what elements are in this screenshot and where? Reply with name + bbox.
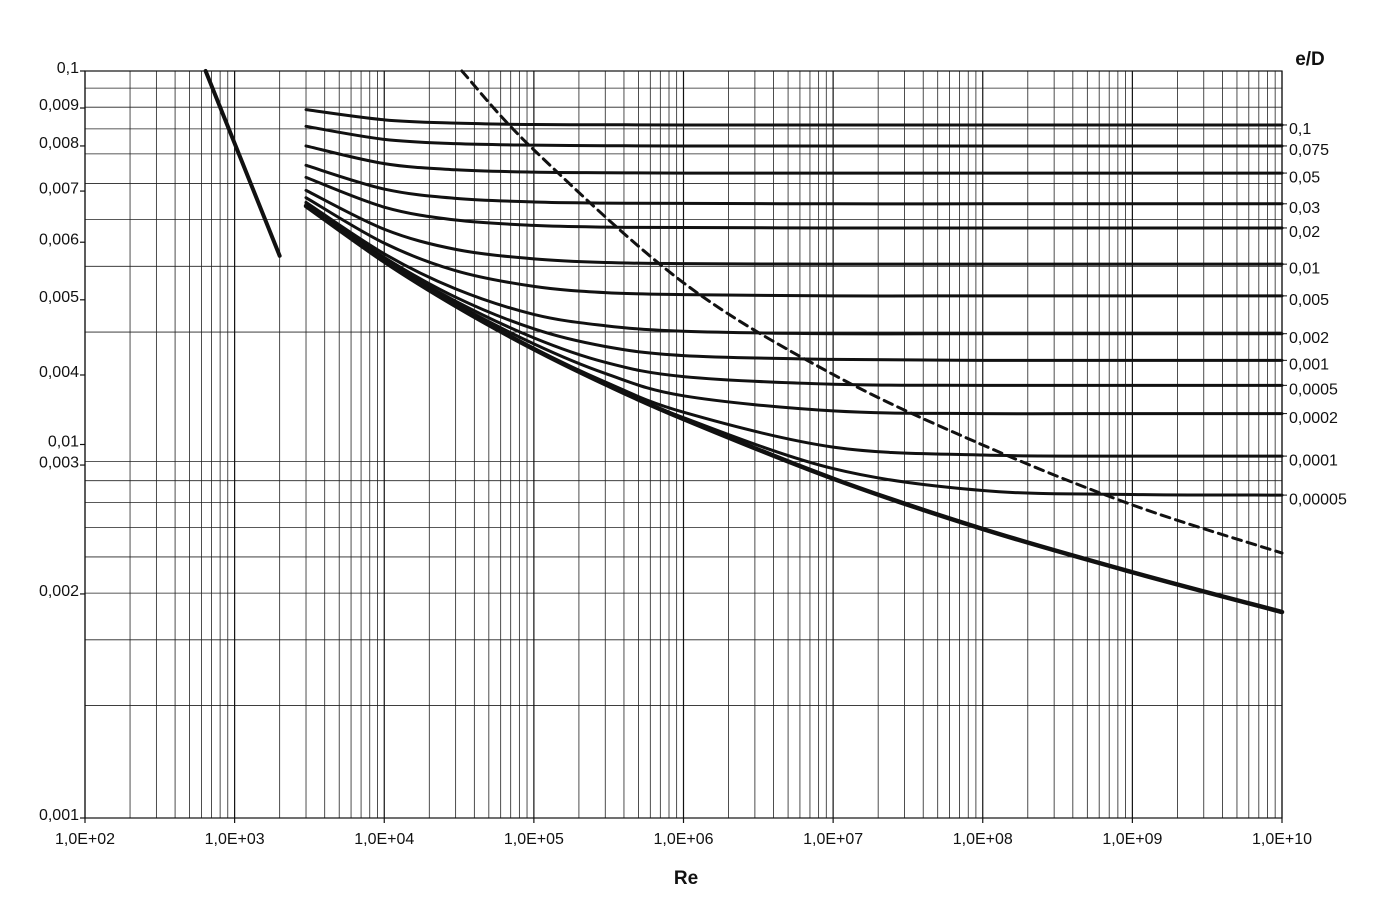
curve-label: 0,075 xyxy=(1289,142,1329,159)
curve xyxy=(303,203,1285,615)
x-tick-label: 1,0E+08 xyxy=(953,831,1013,848)
curve-label: 0,0001 xyxy=(1289,452,1338,469)
curve xyxy=(304,175,1284,230)
curve-label: 0,0002 xyxy=(1289,410,1338,427)
curve-label: 0,05 xyxy=(1289,169,1320,186)
curve-label: 0,005 xyxy=(1289,292,1329,309)
curve xyxy=(304,200,1284,336)
x-tick-label: 1,0E+10 xyxy=(1252,831,1312,848)
curve xyxy=(304,202,1284,362)
curve xyxy=(304,203,1284,387)
labels: 1,0E+02 1,0E+03 1,0E+04 1,0E+05 1,0E+06 1,0E+… xyxy=(39,60,1347,848)
y-tick-label: 0,002 xyxy=(39,583,79,600)
y-tick-label: 0,006 xyxy=(39,231,79,248)
y-tick-label: 0,001 xyxy=(39,807,79,824)
curves xyxy=(203,69,1287,615)
y-tick-label: 0,009 xyxy=(39,97,79,114)
curve xyxy=(203,69,282,258)
curve xyxy=(304,163,1284,206)
curve-label: 0,03 xyxy=(1289,200,1320,217)
curve-label: 0,0005 xyxy=(1289,382,1338,399)
y-tick-label: 0,004 xyxy=(39,364,79,381)
y-tick-label: 0,008 xyxy=(39,135,79,152)
curve-label: 0,1 xyxy=(1289,121,1311,138)
curve-label: 0,001 xyxy=(1289,357,1329,374)
y-tick-label: 0,007 xyxy=(39,180,79,197)
curve xyxy=(304,204,1284,458)
grid xyxy=(80,70,1283,823)
x-axis-title: Re xyxy=(674,868,698,889)
curve xyxy=(460,69,1284,555)
x-tick-label: 1,0E+06 xyxy=(653,831,713,848)
curve xyxy=(304,188,1284,266)
curve-label: 0,002 xyxy=(1289,330,1329,347)
y-tick-label: 0,003 xyxy=(39,454,79,471)
curve xyxy=(304,108,1284,127)
curve-label: 0,01 xyxy=(1289,260,1320,277)
y-tick-label: 0,005 xyxy=(39,289,79,306)
x-tick-label: 1,0E+07 xyxy=(803,831,863,848)
x-tick-label: 1,0E+04 xyxy=(354,831,414,848)
curve xyxy=(304,144,1284,175)
y-tick-label: 0,01 xyxy=(48,434,79,451)
plot-frame xyxy=(84,70,1283,819)
curve-label: 0,02 xyxy=(1289,224,1320,241)
x-tick-label: 1,0E+09 xyxy=(1102,831,1162,848)
y-tick-label: 0,1 xyxy=(57,60,79,77)
x-tick-label: 1,0E+03 xyxy=(205,831,265,848)
x-tick-label: 1,0E+05 xyxy=(504,831,564,848)
x-tick-label: 1,0E+02 xyxy=(55,831,115,848)
curve xyxy=(304,124,1284,148)
right-axis-title: e/D xyxy=(1295,49,1325,70)
curve-label: 0,00005 xyxy=(1289,491,1347,508)
curve xyxy=(304,196,1284,298)
